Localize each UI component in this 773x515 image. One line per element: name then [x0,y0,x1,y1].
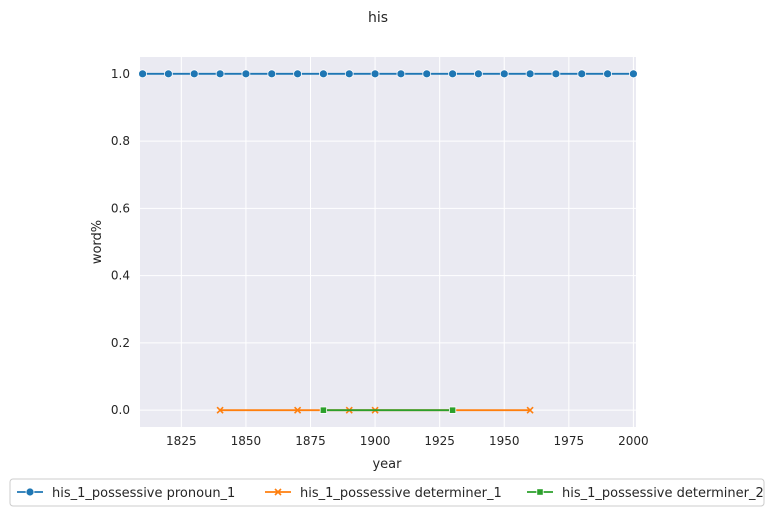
legend-entry: his_1_possessive pronoun_1 [17,486,235,501]
data-point [526,406,534,414]
y-tick-label: 0.4 [111,269,130,283]
data-point [215,69,225,79]
legend-entry: his_1_possessive determiner_1 [265,486,502,501]
y-tick-label: 0.8 [111,134,130,148]
legend-marker [536,488,544,496]
legend-label: his_1_possessive determiner_2 [562,486,764,501]
data-point [138,69,147,79]
data-point [422,69,432,79]
data-point [603,69,612,79]
x-tick-label: 1975 [554,434,585,448]
data-point [294,406,302,414]
legend-marker [274,488,282,496]
chart-title: his [368,10,388,26]
data-point [267,69,277,79]
series-1 [138,69,638,79]
data-point [189,69,199,79]
data-point [474,69,483,79]
series-layer [138,69,638,414]
data-point [370,69,380,79]
data-point [319,69,328,79]
legend: his_1_possessive pronoun_1 his_1_possessi… [9,478,765,507]
legend-frame [9,478,765,507]
plot-area [140,57,636,427]
data-point [577,69,587,79]
y-tick-label: 0.0 [111,403,130,417]
ticks: 1825 1850 1875 1900 1925 1950 1975 2000 0.0 0.2 0.… [111,67,649,448]
legend-marker [25,487,35,497]
x-tick-label: 1825 [166,434,197,448]
legend-label: his_1_possessive determiner_1 [300,486,502,501]
data-point [448,406,457,414]
x-axis-label: year [372,457,402,472]
data-point [525,69,535,79]
x-tick-label: 1875 [295,434,326,448]
x-tick-label: 1925 [424,434,455,448]
data-point [396,69,406,79]
y-tick-label: 1.0 [111,67,130,81]
data-point [241,69,251,79]
data-point [629,69,638,79]
x-tick-label: 1850 [231,434,262,448]
x-tick-label: 1900 [360,434,391,448]
data-point [164,69,173,79]
data-point [499,69,509,79]
data-point [319,406,328,414]
data-point [344,69,354,79]
legend-entry: his_1_possessive determiner_2 [527,486,764,501]
x-tick-label: 2000 [618,434,649,448]
data-point [551,69,561,79]
data-point [293,69,302,79]
data-point [216,406,224,414]
series-3 [319,406,457,414]
y-axis-label: word% [90,220,105,264]
legend-label: his_1_possessive pronoun_1 [52,486,235,501]
y-tick-label: 0.6 [111,201,130,215]
data-point [448,69,457,79]
y-tick-label: 0.2 [111,336,130,350]
x-tick-label: 1950 [489,434,520,448]
